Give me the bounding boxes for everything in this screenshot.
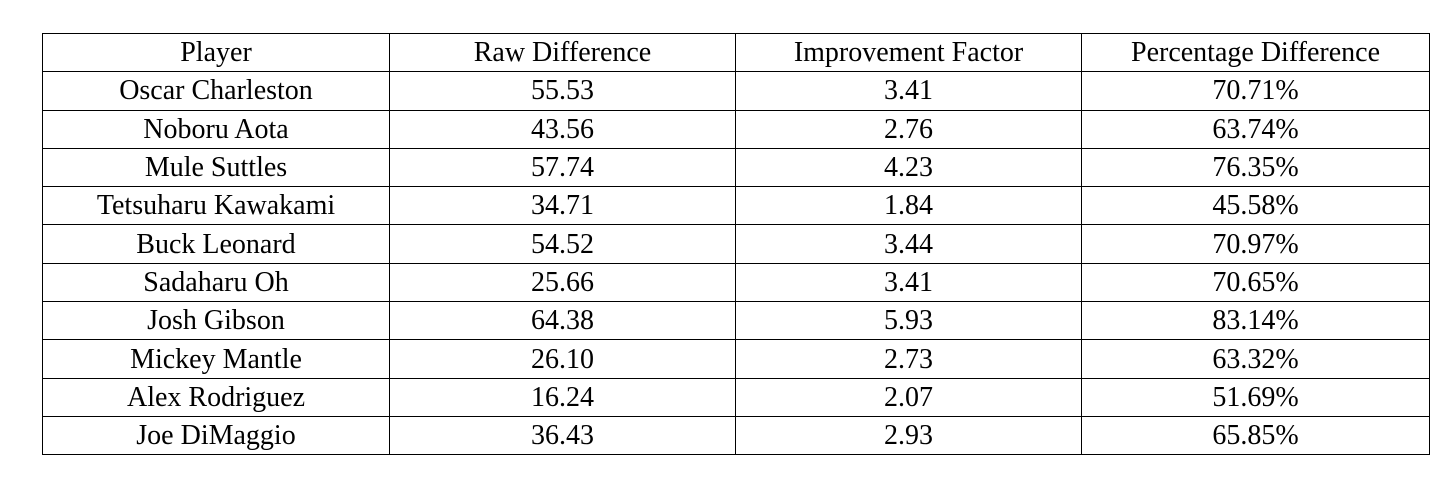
table-cell: 3.44 (735, 224, 1082, 264)
table-cell: Joe DiMaggio (42, 415, 390, 456)
table-cell: 70.97% (1081, 224, 1430, 264)
table-cell: 25.66 (389, 262, 736, 303)
table-cell: 3.41 (735, 262, 1082, 303)
table-cell: 70.71% (1081, 71, 1430, 111)
table-row: Mule Suttles 57.74 4.23 76.35% (42, 147, 1430, 188)
table-cell: 45.58% (1081, 186, 1430, 226)
table-cell: 76.35% (1081, 147, 1430, 188)
data-table: Player Raw Difference Improvement Factor Pe… (42, 32, 1430, 456)
table-cell: 16.24 (389, 377, 736, 417)
table-cell: Buck Leonard (42, 224, 390, 264)
table-row: Buck Leonard 54.52 3.44 70.97% (42, 224, 1430, 264)
table-cell: 5.93 (735, 301, 1082, 341)
table-cell: Alex Rodriguez (42, 377, 390, 417)
header-cell: Percentage Difference (1081, 32, 1430, 73)
table-cell: 2.07 (735, 377, 1082, 417)
table-cell: 36.43 (389, 415, 736, 456)
table-row: Sadaharu Oh 25.66 3.41 70.65% (42, 262, 1430, 303)
table-cell: Noboru Aota (42, 109, 390, 149)
table-head: Player Raw Difference Improvement Factor Pe… (42, 32, 1430, 73)
table-cell: 34.71 (389, 186, 736, 226)
header-cell: Player (42, 32, 390, 73)
table-cell: 26.10 (389, 339, 736, 379)
table-cell: 65.85% (1081, 415, 1430, 456)
header-cell: Raw Difference (389, 32, 736, 73)
table-cell: 3.41 (735, 71, 1082, 111)
table-row: Oscar Charleston 55.53 3.41 70.71% (42, 71, 1430, 111)
table-cell: Mickey Mantle (42, 339, 390, 379)
table-cell: 63.74% (1081, 109, 1430, 149)
table-cell: 55.53 (389, 71, 736, 111)
table-row: Joe DiMaggio 36.43 2.93 65.85% (42, 415, 1430, 456)
header-row: Player Raw Difference Improvement Factor Pe… (42, 32, 1430, 73)
table-cell: Oscar Charleston (42, 71, 390, 111)
table-cell: 57.74 (389, 147, 736, 188)
table-cell: 2.73 (735, 339, 1082, 379)
table-row: Mickey Mantle 26.10 2.73 63.32% (42, 339, 1430, 379)
table-row: Tetsuharu Kawakami 34.71 1.84 45.58% (42, 186, 1430, 226)
table-body: Oscar Charleston 55.53 3.41 70.71% Noboru Ao… (42, 71, 1430, 456)
table-cell: 54.52 (389, 224, 736, 264)
table-cell: 83.14% (1081, 301, 1430, 341)
header-cell: Improvement Factor (735, 32, 1082, 73)
table-cell: 43.56 (389, 109, 736, 149)
table-cell: 4.23 (735, 147, 1082, 188)
table-cell: 63.32% (1081, 339, 1430, 379)
table-cell: Tetsuharu Kawakami (42, 186, 390, 226)
table-cell: 2.76 (735, 109, 1082, 149)
table-cell: 1.84 (735, 186, 1082, 226)
table-row: Alex Rodriguez 16.24 2.07 51.69% (42, 377, 1430, 417)
table-cell: 64.38 (389, 301, 736, 341)
table-cell: 70.65% (1081, 262, 1430, 303)
table-cell: 51.69% (1081, 377, 1430, 417)
table-cell: Sadaharu Oh (42, 262, 390, 303)
table-row: Josh Gibson 64.38 5.93 83.14% (42, 301, 1430, 341)
table-cell: Mule Suttles (42, 147, 390, 188)
table-cell: 2.93 (735, 415, 1082, 456)
table-cell: Josh Gibson (42, 301, 390, 341)
table-row: Noboru Aota 43.56 2.76 63.74% (42, 109, 1430, 149)
